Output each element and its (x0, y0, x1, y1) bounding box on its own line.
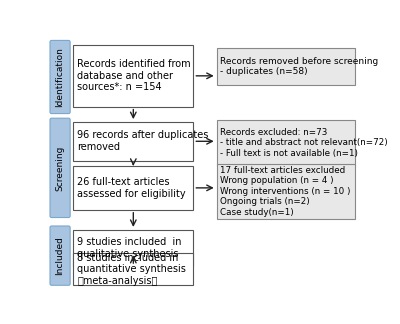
Text: 96 records after duplicates
removed: 96 records after duplicates removed (77, 131, 208, 152)
Bar (73, 166, 193, 210)
Text: 8 studies included in
quantitative synthesis
（meta-analysis）: 8 studies included in quantitative synth… (77, 252, 186, 286)
Text: Screening: Screening (56, 145, 64, 191)
FancyBboxPatch shape (50, 40, 70, 114)
Text: Records excluded: n=73
- title and abstract not relevant(n=72)
- Full text is no: Records excluded: n=73 - title and abstr… (220, 128, 388, 158)
Text: 26 full-text articles
assessed for eligibility: 26 full-text articles assessed for eligi… (77, 177, 186, 199)
Text: Identification: Identification (56, 47, 64, 107)
Bar (217, 164, 354, 219)
FancyBboxPatch shape (50, 226, 70, 285)
Bar (73, 122, 193, 160)
Bar (73, 45, 193, 107)
Text: Records removed before screening
- duplicates (n=58): Records removed before screening - dupli… (220, 57, 379, 76)
Bar (73, 230, 193, 266)
Bar (217, 120, 354, 166)
Text: Records identified from
database and other
sources*: n =154: Records identified from database and oth… (77, 59, 191, 92)
Text: 17 full-text articles excluded
Wrong population (n = 4 )
Wrong interventions (n : 17 full-text articles excluded Wrong pop… (220, 166, 351, 217)
Bar (217, 48, 354, 85)
FancyBboxPatch shape (50, 118, 70, 217)
Text: Included: Included (56, 236, 64, 275)
Text: 9 studies included  in
qualitative synthesis: 9 studies included in qualitative synthe… (77, 237, 182, 259)
Bar (73, 253, 193, 285)
